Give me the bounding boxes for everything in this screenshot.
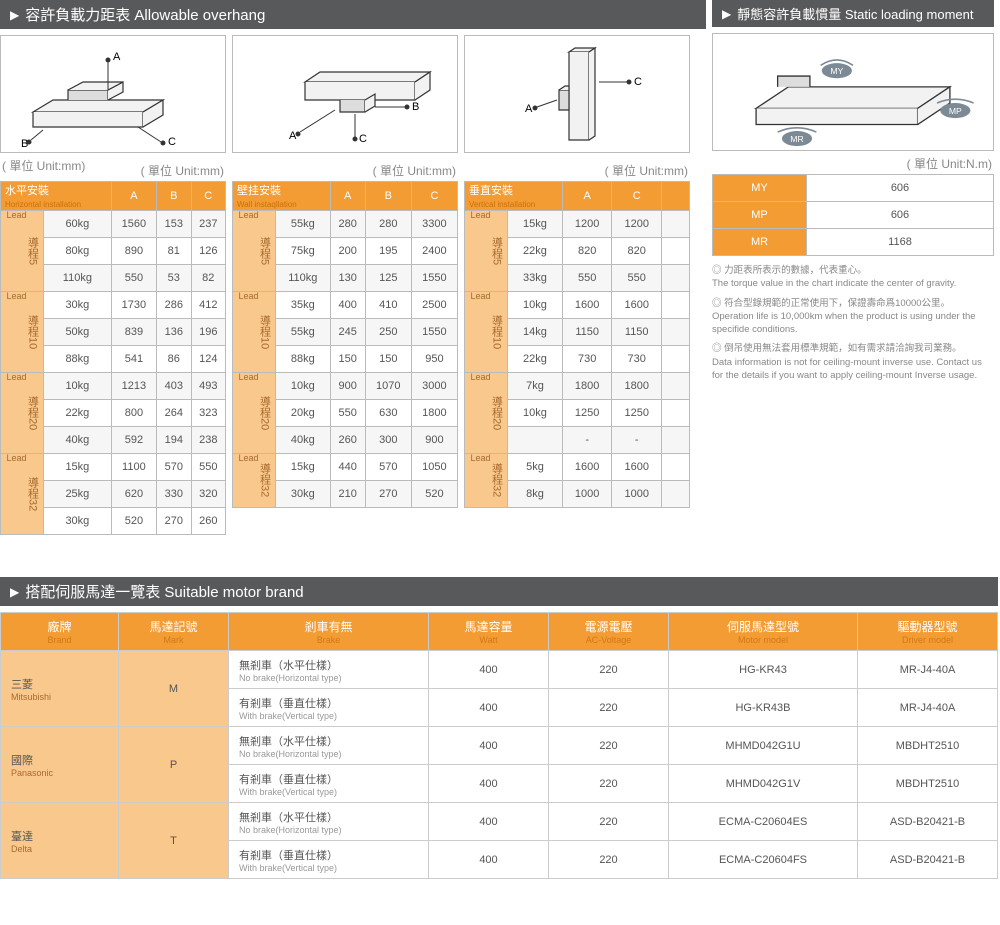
static-diagram: MY MP MR (712, 33, 994, 151)
svg-text:B: B (21, 138, 28, 147)
svg-text:MY: MY (830, 66, 843, 76)
unit-mm-v: ( 單位 Unit:mm) (466, 162, 688, 179)
chevron-right-icon: ▶ (722, 7, 731, 21)
svg-text:MP: MP (949, 106, 962, 116)
chevron-right-icon: ▶ (10, 585, 19, 599)
svg-text:B: B (412, 101, 419, 113)
wall-diagram: A B C (232, 35, 458, 153)
notes: ◎ 力距表所表示的數據，代表重心。The torque value in the… (712, 264, 994, 382)
static-header: ▶ 靜態容許負載慣量 Static loading moment (712, 0, 994, 27)
svg-text:C: C (359, 133, 367, 145)
static-table: MY606 MP606 MR1168 (712, 174, 994, 256)
unit-nm: ( 單位 Unit:N.m) (714, 155, 992, 172)
unit-mm-w: ( 單位 Unit:mm) (234, 162, 456, 179)
horizontal-diagram: A C B (0, 35, 226, 153)
chevron-right-icon: ▶ (10, 8, 19, 22)
svg-text:C: C (168, 136, 176, 147)
motor-header: ▶ 搭配伺服馬達一覽表 Suitable motor brand (0, 577, 998, 606)
svg-text:A: A (113, 51, 121, 63)
svg-text:MR: MR (790, 134, 803, 144)
overhang-header: ▶ 容許負載力距表 Allowable overhang (0, 0, 706, 29)
motor-title: 搭配伺服馬達一覽表 Suitable motor brand (25, 581, 303, 602)
svg-text:C: C (634, 76, 642, 88)
svg-text:A: A (525, 103, 533, 115)
motor-table: 廠牌Brand 馬達記號Mark 剎車有無Brake 馬達容量Watt 電源電壓… (0, 612, 998, 879)
overhang-title: 容許負載力距表 Allowable overhang (25, 4, 265, 25)
vertical-table: 垂直安裝Vertical installationAC 導程5Lead15kg1… (464, 181, 690, 508)
svg-text:A: A (289, 130, 297, 142)
wall-table: 壁挂安裝Wall instaqllationABC 導程5Lead55kg280… (232, 181, 458, 508)
horizontal-table: 水平安裝Horizontal installationABC 導程5Lead60… (0, 181, 226, 535)
static-title: 靜態容許負載慣量 Static loading moment (737, 4, 973, 23)
unit-mm-h: ( 單位 Unit:mm) (2, 162, 224, 179)
vertical-diagram: AC (464, 35, 690, 153)
